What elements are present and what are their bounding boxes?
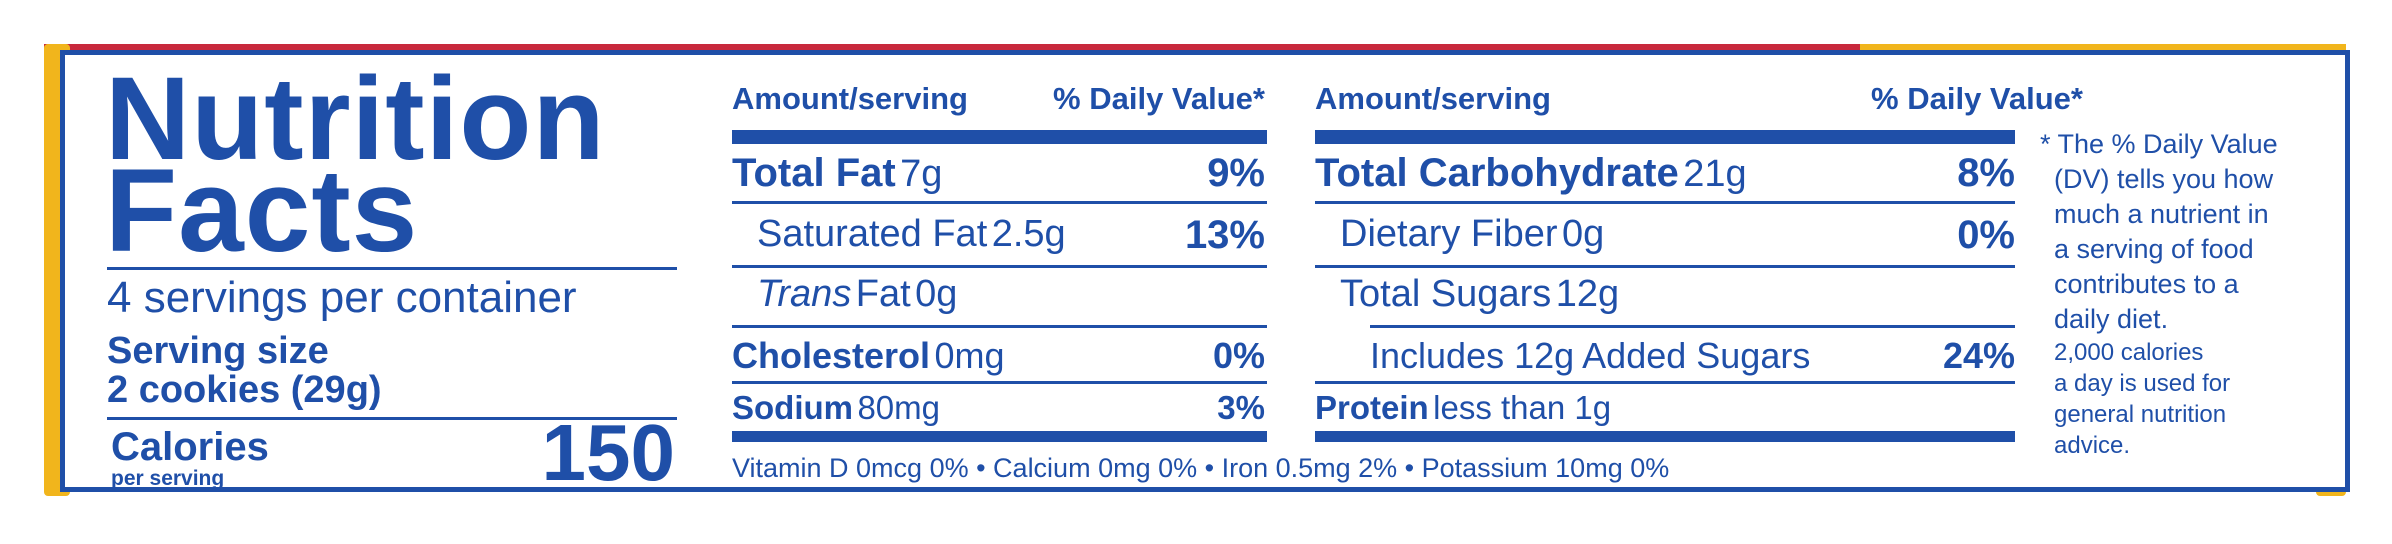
nutrient-name: Total Sugars [1340, 273, 1552, 315]
right-header-dv: % Daily Value* [1871, 81, 2083, 116]
nutrition-label: Nutrition Facts 4 servings per container… [60, 50, 2350, 497]
divider [1315, 381, 2015, 384]
calories-value: 150 [541, 408, 675, 497]
micronutrients-line: Vitamin D 0mcg 0% • Calcium 0mg 0% • Iro… [732, 453, 1670, 483]
nutrient-row: Total Sugars 12g [1340, 273, 1619, 316]
nutrient-row: Includes 12g Added Sugars [1370, 335, 1810, 377]
footnote-line: daily diet. [2054, 304, 2169, 334]
footnote-line: contributes to a [2054, 269, 2239, 299]
divider [1315, 265, 2015, 268]
nutrient-name: Protein [1315, 389, 1429, 426]
footnote-line: (DV) tells you how [2054, 164, 2274, 194]
divider [1315, 201, 2015, 204]
divider [732, 265, 1267, 268]
serving-size-value: 2 cookies (29g) [107, 369, 382, 411]
nutrient-row: Total Carbohydrate 21g [1315, 151, 1747, 196]
nutrient-name: Includes 12g Added Sugars [1370, 335, 1811, 376]
title-facts: Facts [105, 145, 419, 277]
divider [1370, 325, 2015, 328]
servings-per-container: 4 servings per container [107, 273, 577, 322]
nutrient-amount: 2.5g [991, 213, 1066, 255]
nutrient-amount: 21g [1683, 153, 1747, 195]
divider [107, 417, 677, 420]
divider [732, 325, 1267, 328]
footnote-line: much a nutrient in [2054, 199, 2269, 229]
nutrient-amount: 80mg [857, 389, 941, 426]
nutrient-row: Total Fat 7g [732, 151, 942, 196]
divider [107, 267, 677, 270]
thick-divider [1315, 431, 2015, 442]
nutrient-dv: 24% [1942, 335, 2015, 376]
nutrient-amount: 7g [900, 153, 943, 195]
footnote-line: a serving of food [2054, 234, 2254, 264]
nutrient-row: Cholesterol 0mg [732, 335, 1005, 377]
footnote-line: a day is used for [2054, 370, 2231, 397]
calories-label: Calories [111, 425, 269, 469]
thick-divider [732, 130, 1267, 144]
nutrient-dv: 0% [1957, 213, 2015, 257]
nutrient-amount: 0g [915, 273, 958, 315]
nutrient-amount: 0mg [934, 335, 1005, 376]
title-nutrition: Nutrition [105, 53, 606, 185]
nutrient-name: Total Carbohydrate [1315, 151, 1679, 195]
thick-divider [732, 431, 1267, 442]
nutrient-amount: 0g [1561, 213, 1605, 255]
right-header-amount: Amount/serving [1315, 81, 1551, 116]
nutrient-row: Dietary Fiber 0g [1340, 213, 1604, 256]
footnote-line: general nutrition [2054, 401, 2227, 428]
nutrient-row: Saturated Fat 2.5g [757, 213, 1066, 256]
frame-top-stripe [44, 44, 2344, 50]
divider [732, 201, 1267, 204]
nutrient-name: Saturated Fat [757, 213, 988, 255]
footnote-line: advice. [2054, 432, 2131, 459]
calories-sublabel: per serving [111, 467, 225, 490]
left-header-amount: Amount/serving [732, 81, 968, 116]
nutrient-dv: 13% [1184, 213, 1265, 257]
nutrient-amount: 12g [1555, 273, 1620, 315]
footnote-line: * The % Daily Value [2040, 129, 2278, 159]
nutrient-name: Cholesterol [732, 335, 931, 376]
frame-gold-topright [1860, 44, 2346, 52]
nutrient-dv: 0% [1212, 335, 1265, 376]
footnote-line: 2,000 calories [2054, 339, 2204, 366]
serving-size-label: Serving size [107, 330, 329, 372]
footnote: * The % Daily Value (DV) tells you how m… [2040, 127, 2278, 461]
thick-divider [1315, 130, 2015, 144]
nutrient-name-italic: Trans [757, 273, 852, 315]
nutrient-row: Protein less than 1g [1315, 389, 1611, 427]
nutrient-name: Total Fat [732, 151, 896, 195]
nutrient-dv: 9% [1207, 151, 1265, 195]
nutrient-row: Sodium 80mg [732, 389, 940, 427]
nutrient-name: Fat [855, 273, 911, 315]
divider [732, 381, 1267, 384]
nutrient-name: Dietary Fiber [1340, 213, 1558, 255]
nutrient-row: Trans Fat 0g [757, 273, 957, 316]
nutrient-dv: 8% [1957, 151, 2015, 195]
left-header-dv: % Daily Value* [1053, 81, 1265, 116]
nutrient-name: Sodium [732, 389, 853, 426]
nutrient-dv: 3% [1217, 389, 1265, 426]
nutrient-amount: less than 1g [1433, 389, 1612, 426]
